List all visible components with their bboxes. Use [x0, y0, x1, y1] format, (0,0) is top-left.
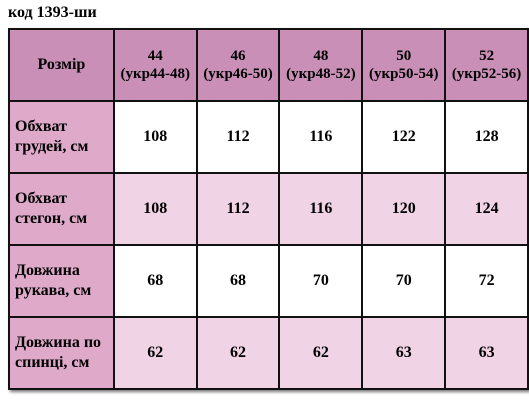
ua-size: (укр48-52)	[286, 66, 356, 82]
size: 50	[396, 48, 412, 64]
size: 46	[230, 48, 246, 64]
data-row: Довжина рукава, см 68 68 70 70 72	[8, 244, 529, 318]
row-label: Обхват грудей, см	[8, 100, 115, 174]
value-cell: 128	[444, 100, 529, 174]
value-cell: 122	[361, 100, 447, 174]
value-cell: 62	[112, 316, 198, 390]
ua-size: (укр44-48)	[120, 66, 190, 82]
ua-size: (укр52-56)	[451, 66, 522, 82]
value-cell: 72	[444, 244, 529, 318]
value-cell: 70	[278, 244, 364, 318]
size-header: 50 (укр50-54)	[361, 28, 447, 102]
size-header: 44 (укр44-48)	[112, 28, 198, 102]
size: 48	[313, 48, 329, 64]
value-cell: 70	[361, 244, 447, 318]
value-cell: 112	[195, 100, 281, 174]
ua-size: (укр50-54)	[368, 66, 439, 82]
header-row: Розмір 44 (укр44-48) 46 (укр46-50) 48 (укр48-5…	[8, 28, 529, 102]
size: 44	[147, 48, 163, 64]
value-cell: 63	[361, 316, 447, 390]
corner-cell: Розмір	[8, 28, 115, 102]
data-row: Обхват стегон, см 108 112 116 120 124	[8, 172, 529, 246]
row-label: Обхват стегон, см	[8, 172, 115, 246]
value-cell: 68	[195, 244, 281, 318]
size-header: 46 (укр46-50)	[195, 28, 281, 102]
size-table: Розмір 44 (укр44-48) 46 (укр46-50) 48 (укр48-5…	[8, 28, 529, 390]
data-row: Обхват грудей, см 108 112 116 122 128	[8, 100, 529, 174]
value-cell: 116	[278, 172, 364, 246]
data-row: Довжина по спинці, см 62 62 62 63 63	[8, 316, 529, 390]
value-cell: 108	[112, 100, 198, 174]
row-label: Довжина по спинці, см	[8, 316, 115, 390]
size-header: 48 (укр48-52)	[278, 28, 364, 102]
value-cell: 68	[112, 244, 198, 318]
value-cell: 108	[112, 172, 198, 246]
title: код 1393-ши	[8, 4, 97, 21]
ua-size: (укр46-50)	[203, 66, 273, 82]
value-cell: 62	[195, 316, 281, 390]
value-cell: 62	[278, 316, 364, 390]
value-cell: 116	[278, 100, 364, 174]
value-cell: 63	[444, 316, 529, 390]
size-header: 52 (укр52-56)	[444, 28, 529, 102]
value-cell: 124	[444, 172, 529, 246]
row-label: Довжина рукава, см	[8, 244, 115, 318]
table-body: Розмір 44 (укр44-48) 46 (укр46-50) 48 (укр48-5…	[8, 28, 529, 390]
value-cell: 120	[361, 172, 447, 246]
size: 52	[479, 48, 495, 64]
value-cell: 112	[195, 172, 281, 246]
